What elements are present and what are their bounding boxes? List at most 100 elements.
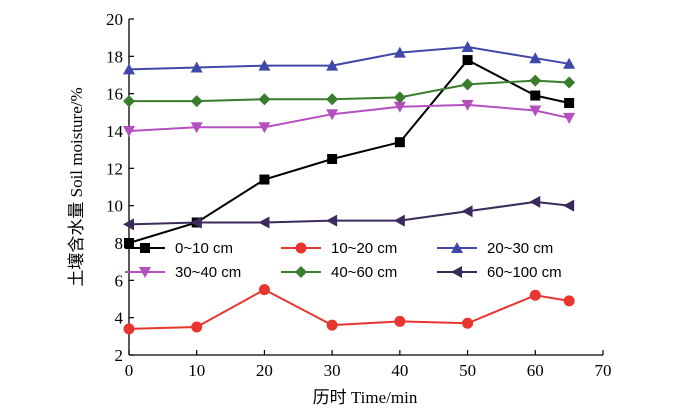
legend-marker [451, 242, 463, 253]
axes [128, 19, 603, 356]
y-tick-label: 14 [106, 122, 124, 141]
data-point [563, 112, 576, 124]
x-tick-label: 50 [459, 361, 476, 380]
series-5 [123, 195, 575, 231]
y-tick-label: 18 [106, 47, 123, 66]
data-point [393, 101, 406, 113]
legend: 0~10 cm 10~20 cm 20~30 cm 30~40 cm 40~60 cm 6… [125, 240, 562, 281]
data-point [259, 174, 270, 185]
data-point [190, 95, 203, 108]
y-tick-label: 6 [115, 271, 124, 290]
legend-item: 60~100 cm [437, 264, 562, 281]
x-tick-label: 0 [125, 361, 134, 380]
data-point [529, 52, 542, 64]
series-line [128, 103, 570, 132]
data-point [123, 126, 135, 137]
series-line [129, 79, 570, 103]
x-tick-label: 20 [256, 361, 273, 380]
data-point [123, 218, 134, 231]
data-point [393, 46, 406, 58]
data-point [258, 93, 271, 106]
series-line [128, 200, 570, 226]
data-point [326, 214, 338, 227]
y-tick-label: 12 [106, 159, 123, 178]
data-point [529, 289, 541, 301]
legend-label: 20~30 cm [487, 240, 553, 257]
legend-label: 30~40 cm [175, 264, 241, 281]
data-point [563, 295, 575, 307]
data-point [530, 90, 541, 101]
data-point [462, 317, 474, 329]
x-axis-label: 历时 Time/min [313, 388, 418, 407]
legend-marker [451, 266, 462, 278]
legend-label: 60~100 cm [487, 264, 562, 281]
legend-item: 0~10 cm [125, 240, 233, 257]
data-point [326, 59, 339, 71]
data-point [564, 98, 575, 108]
y-tick-label: 10 [106, 197, 123, 216]
data-point [326, 319, 338, 331]
legend-item: 30~40 cm [125, 264, 241, 281]
x-tick-label: 70 [595, 361, 612, 380]
x-tick-label: 60 [527, 361, 544, 380]
series-0 [124, 55, 575, 248]
data-point [190, 61, 203, 73]
y-tick-label: 2 [115, 346, 124, 365]
y-tick-label: 4 [115, 309, 124, 328]
series-1 [123, 284, 575, 335]
y-tick-label: 8 [115, 234, 124, 253]
data-point [394, 137, 405, 148]
data-point [326, 93, 339, 106]
data-point [461, 205, 473, 218]
data-point [123, 63, 135, 75]
legend-item: 10~20 cm [281, 240, 397, 257]
legend-item: 20~30 cm [437, 240, 553, 257]
series-line [128, 288, 570, 330]
data-point [462, 55, 473, 66]
x-tick-label: 30 [324, 361, 341, 380]
series-line [128, 58, 570, 244]
y-tick-label: 16 [106, 85, 123, 104]
ticks: 0 10 20 30 40 50 60 70 2 4 6 8 10 12 14 16 18 20 [106, 10, 612, 380]
legend-label: 10~20 cm [331, 240, 397, 257]
data-point [258, 284, 270, 296]
legend-item: 40~60 cm [281, 264, 397, 281]
y-axis-label: 土壤含水量 Soil moisture/% [66, 87, 86, 286]
data-point [190, 122, 203, 134]
legend-marker [139, 267, 151, 278]
data-point [326, 109, 339, 121]
series-3 [123, 99, 576, 137]
data-point [563, 57, 576, 69]
data-point [123, 95, 135, 108]
data-point [563, 199, 575, 212]
series-line [128, 45, 570, 71]
series-2 [123, 41, 576, 75]
data-point [394, 315, 406, 327]
legend-marker [140, 243, 150, 253]
x-tick-label: 10 [188, 361, 205, 380]
data-point [258, 59, 271, 71]
data-point [461, 41, 474, 52]
x-tick-label: 40 [391, 361, 408, 380]
data-point [258, 216, 270, 229]
data-point [563, 76, 576, 89]
data-point [461, 99, 474, 111]
data-point [124, 238, 134, 248]
data-point [393, 214, 405, 227]
data-point [393, 91, 406, 104]
legend-marker [295, 266, 307, 278]
data-point [123, 323, 135, 335]
data-point [529, 195, 541, 208]
data-point [529, 74, 542, 87]
series-4 [123, 74, 576, 108]
data-point [258, 122, 271, 134]
data-point [327, 154, 338, 164]
series-layer [123, 41, 576, 335]
legend-label: 0~10 cm [175, 240, 233, 257]
legend-label: 40~60 cm [331, 264, 397, 281]
legend-marker [295, 242, 307, 254]
y-tick-label: 20 [106, 10, 123, 29]
data-point [461, 78, 474, 91]
data-point [191, 321, 203, 333]
